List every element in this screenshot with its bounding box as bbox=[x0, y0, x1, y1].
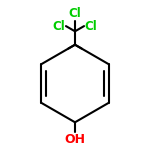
Text: Cl: Cl bbox=[52, 20, 65, 33]
Text: OH: OH bbox=[64, 134, 86, 146]
Text: Cl: Cl bbox=[69, 7, 81, 20]
Text: Cl: Cl bbox=[85, 20, 98, 33]
